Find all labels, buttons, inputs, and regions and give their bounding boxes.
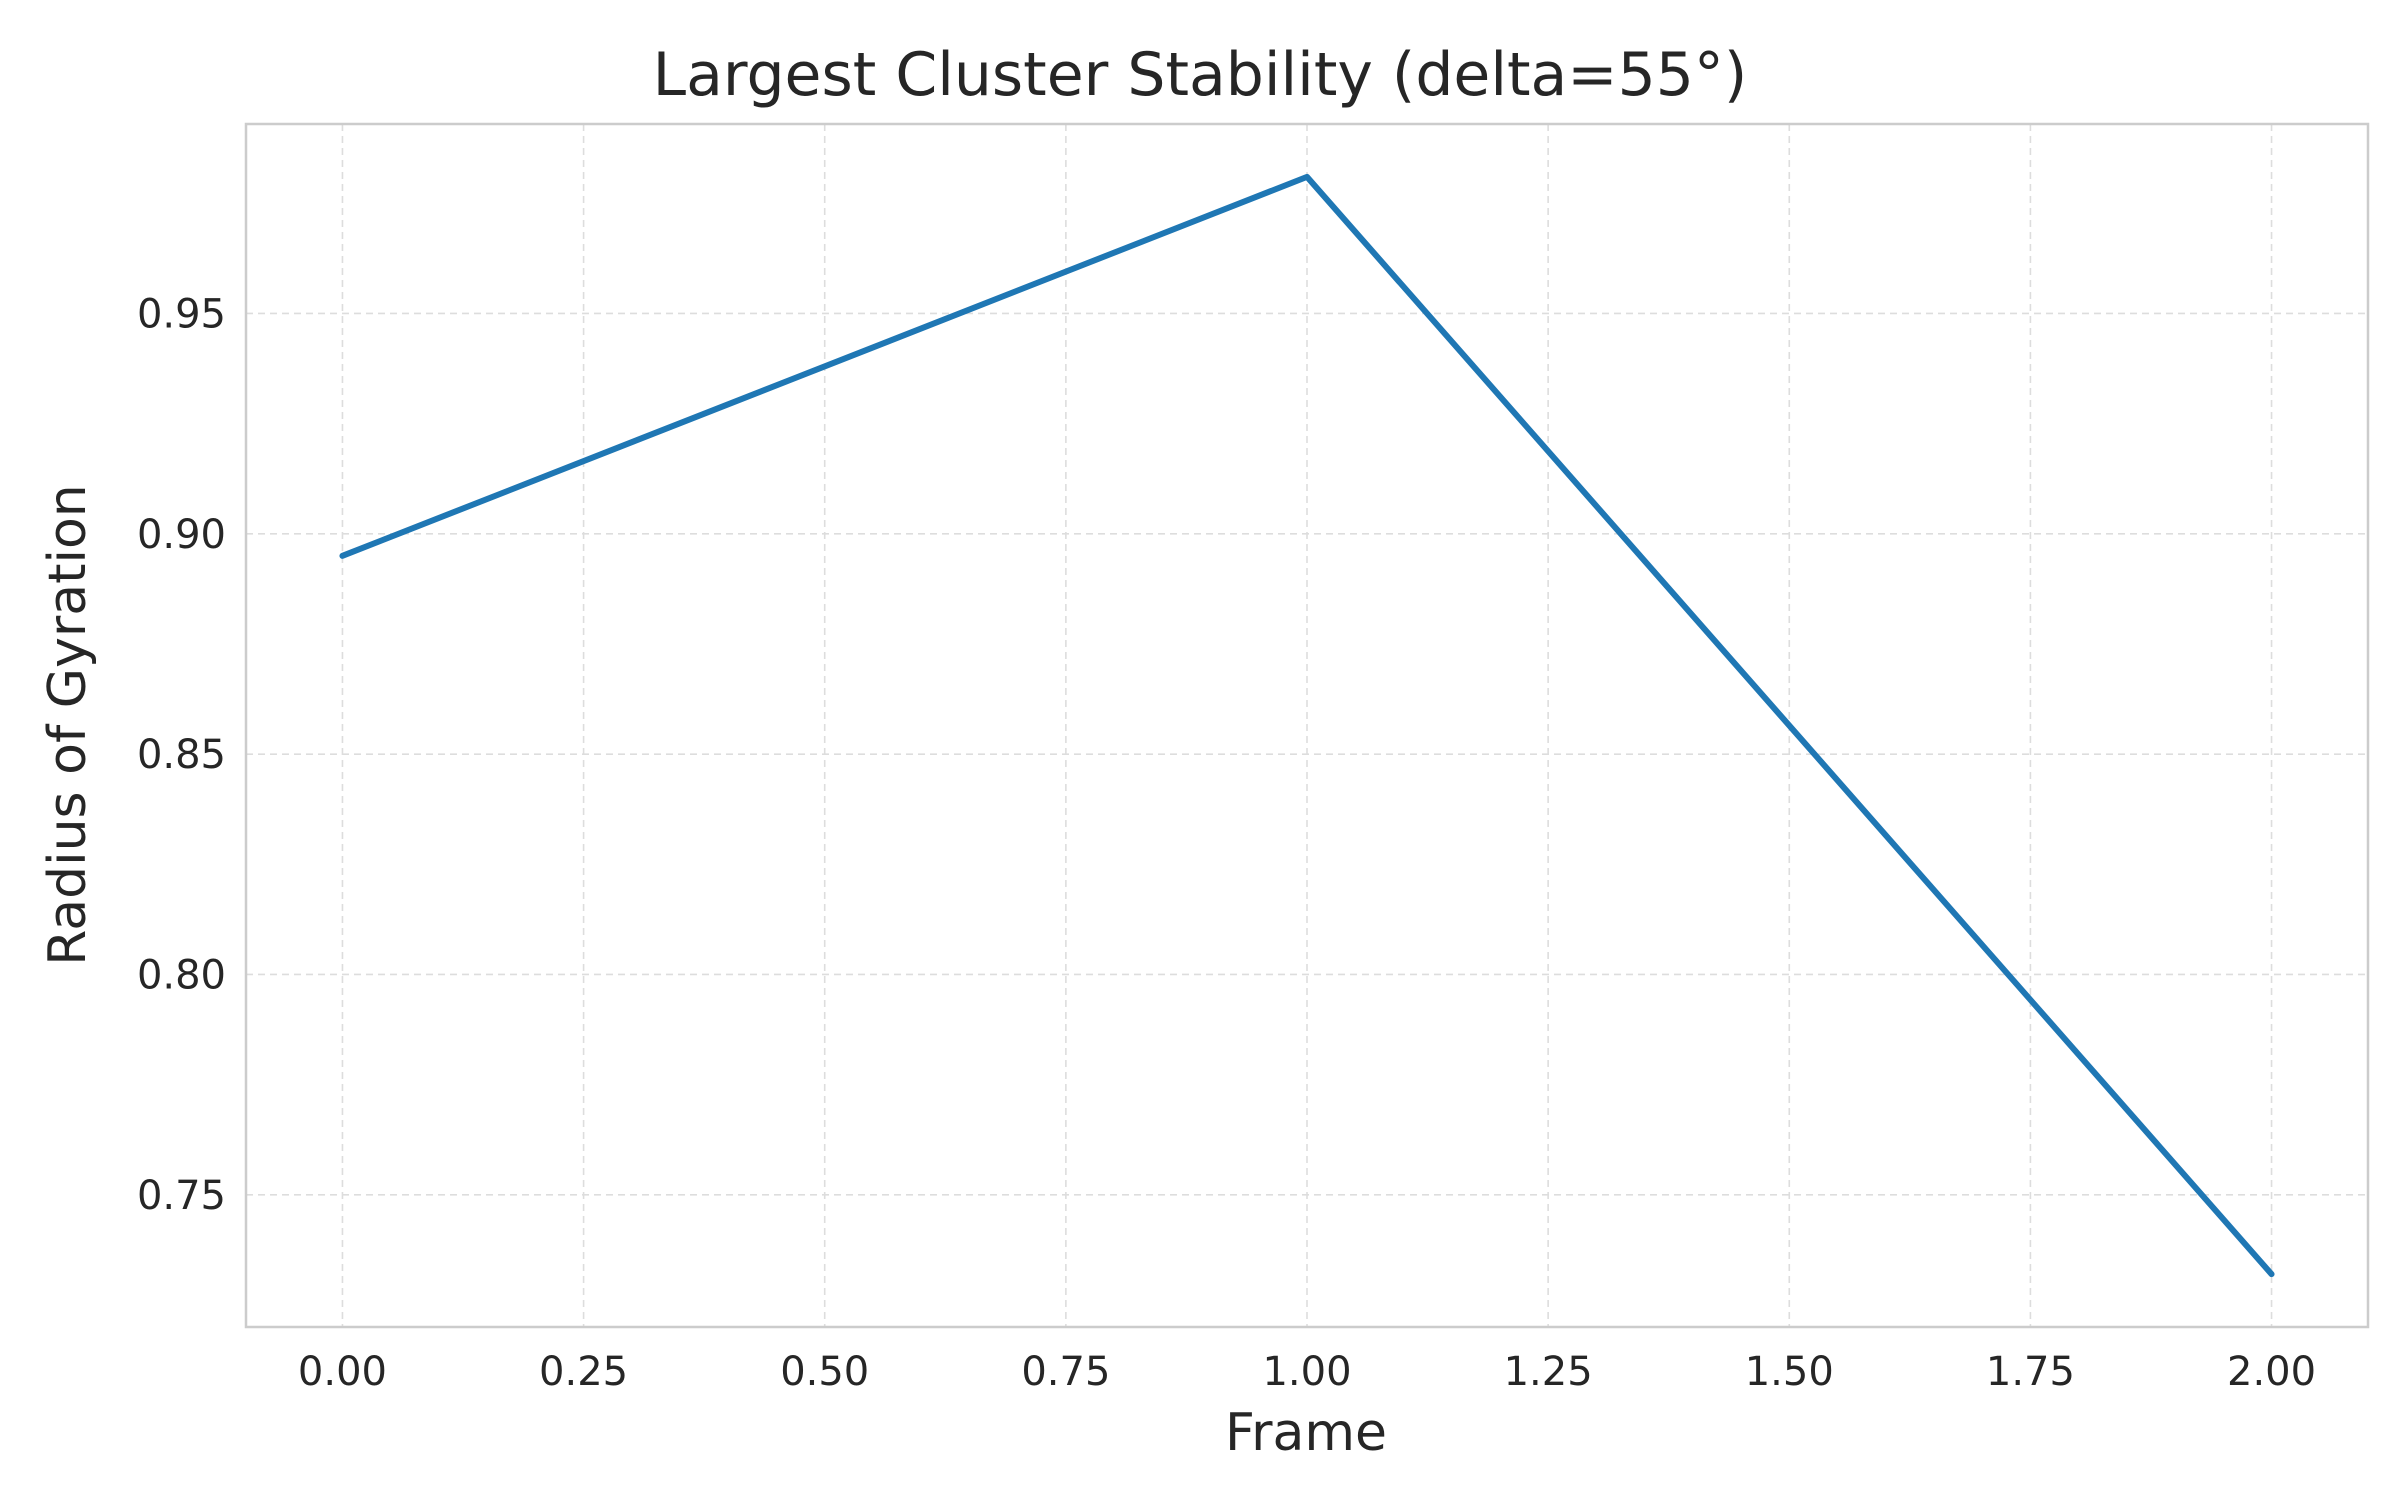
x-tick-label: 0.75 [1021, 1349, 1110, 1395]
series-line-0 [339, 173, 2275, 1278]
y-tick-label: 0.80 [137, 952, 226, 998]
chart-title: Largest Cluster Stability (delta=55°) [653, 40, 1748, 110]
x-tick-label: 0.00 [298, 1349, 387, 1395]
x-tick-label: 1.25 [1504, 1349, 1593, 1395]
y-tick-label: 0.85 [137, 732, 226, 778]
y-tick-label: 0.90 [137, 512, 226, 558]
x-tick-label: 0.50 [780, 1349, 869, 1395]
series-layer [339, 173, 2275, 1278]
x-axis-label: Frame [1225, 1403, 1387, 1463]
y-axis-label: Radius of Gyration [38, 484, 98, 965]
y-tick-label: 0.75 [137, 1173, 226, 1219]
x-tick-label: 1.50 [1745, 1349, 1834, 1395]
x-tick-label: 0.25 [539, 1349, 628, 1395]
plot-frame [244, 122, 2370, 1329]
y-tick-labels: 0.75 0.80 0.85 0.90 0.95 [137, 291, 226, 1218]
x-tick-labels: 0.00 0.25 0.50 0.75 1.00 1.25 1.50 1.75 2.00 [298, 1349, 2316, 1395]
grid-lines [246, 124, 2368, 1327]
y-tick-label: 0.95 [137, 291, 226, 337]
x-tick-label: 1.00 [1262, 1349, 1351, 1395]
x-tick-label: 1.75 [1986, 1349, 2075, 1395]
x-tick-label: 2.00 [2227, 1349, 2316, 1395]
